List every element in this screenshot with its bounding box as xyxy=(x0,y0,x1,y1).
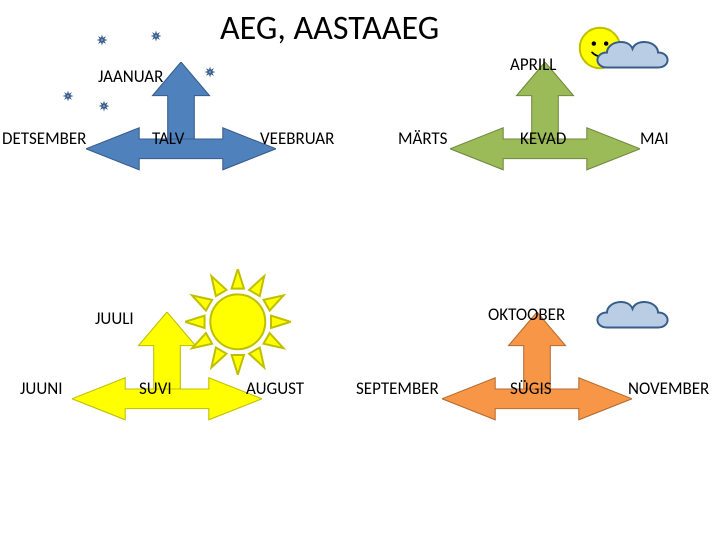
season-right-label-suvi: AUGUST xyxy=(246,378,304,399)
season-left-label-talv: DETSEMBER xyxy=(2,128,86,149)
season-top-label-talv: JAANUAR xyxy=(98,66,163,87)
season-top-label-suvi: JUULI xyxy=(95,308,134,329)
season-top-label-kevad: APRILL xyxy=(510,54,556,75)
season-left-label-suvi: JUUNI xyxy=(20,378,63,399)
season-right-label-talv: VEEBRUAR xyxy=(260,128,334,149)
snowflake-icon xyxy=(197,59,223,90)
cloud-icon xyxy=(590,30,675,80)
season-center-label-suvi: SUVI xyxy=(139,378,172,399)
snowflake-icon xyxy=(89,27,115,58)
season-right-label-sygis: NOVEMBER xyxy=(628,378,709,399)
season-top-label-sygis: OKTOOBER xyxy=(488,304,565,325)
sun-icon xyxy=(185,269,291,380)
season-left-label-sygis: SEPTEMBER xyxy=(356,378,439,399)
snowflake-icon xyxy=(91,93,117,124)
cloud-icon xyxy=(590,290,675,340)
page-title: AEG, AASTAAEG xyxy=(220,8,439,49)
season-center-label-kevad: KEVAD xyxy=(520,128,566,149)
snowflake-icon xyxy=(55,83,81,114)
season-center-label-sygis: SÜGIS xyxy=(510,378,552,399)
season-left-label-kevad: MÄRTS xyxy=(398,128,447,149)
snowflake-icon xyxy=(143,23,169,54)
season-right-label-kevad: MAI xyxy=(640,128,669,149)
season-center-label-talv: TALV xyxy=(152,128,184,149)
